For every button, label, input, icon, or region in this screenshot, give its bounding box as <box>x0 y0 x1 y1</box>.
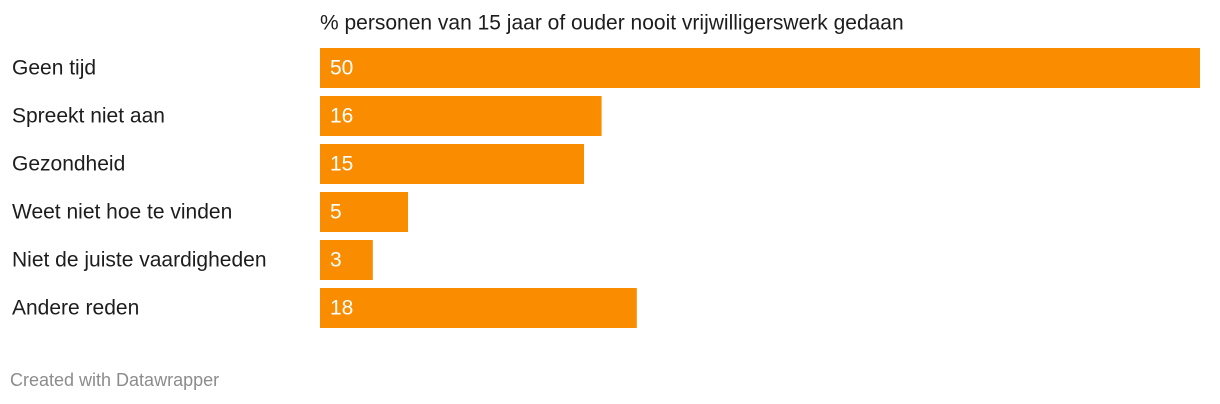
bar <box>320 192 408 232</box>
category-label: Geen tijd <box>12 57 96 80</box>
bar <box>320 96 602 136</box>
chart-title: % personen van 15 jaar of ouder nooit vr… <box>320 12 904 35</box>
value-label: 5 <box>330 201 342 224</box>
bar <box>320 48 1200 88</box>
category-label: Spreekt niet aan <box>12 105 165 128</box>
category-label: Gezondheid <box>12 153 125 176</box>
bar <box>320 144 584 184</box>
bar <box>320 288 637 328</box>
value-label: 3 <box>330 249 342 272</box>
category-label: Niet de juiste vaardigheden <box>12 249 267 272</box>
bar <box>320 240 373 280</box>
value-label: 15 <box>330 153 353 176</box>
value-label: 16 <box>330 105 353 128</box>
value-label: 18 <box>330 297 353 320</box>
category-label: Weet niet hoe te vinden <box>12 201 232 224</box>
credit: Created with Datawrapper <box>10 370 219 390</box>
category-label: Andere reden <box>12 297 139 320</box>
value-label: 50 <box>330 57 353 80</box>
